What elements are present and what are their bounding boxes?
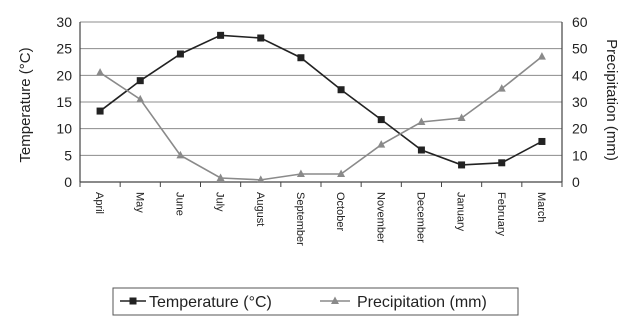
- legend-label: Precipitation (mm): [357, 294, 487, 311]
- precipitation-point: [537, 52, 546, 60]
- temperature-point: [538, 137, 546, 145]
- x-tick-label: May: [133, 192, 145, 213]
- x-tick-label: December: [415, 192, 427, 243]
- plot-series: [96, 31, 546, 183]
- precipitation-point: [176, 150, 185, 159]
- y-tick-label: 0: [64, 174, 72, 190]
- x-tick-label: August: [254, 192, 266, 226]
- y2-tick-label: 10: [572, 147, 588, 163]
- x-tick-label: June: [174, 192, 186, 216]
- gridlines: [80, 21, 562, 183]
- y2-tick-label: 0: [572, 174, 580, 190]
- precipitation-series: [96, 52, 546, 183]
- legend-marker: [331, 296, 339, 304]
- temperature-point: [377, 116, 385, 124]
- precipitation-point: [216, 173, 225, 181]
- precipitation-point: [96, 68, 105, 76]
- temperature-point: [417, 146, 425, 154]
- x-tick-label: September: [294, 192, 306, 246]
- temperature-point: [337, 86, 345, 94]
- y-tick-label: 30: [56, 14, 72, 30]
- precipitation-point: [136, 94, 145, 103]
- legend-marker: [129, 297, 137, 305]
- x-tick-label: April: [93, 192, 105, 214]
- y2-tick-label: 60: [572, 14, 588, 30]
- y-tick-label: 25: [56, 41, 72, 57]
- legend-label: Temperature (°C): [149, 294, 272, 311]
- x-tick-label: January: [455, 192, 467, 232]
- axes: 0 5 10 15 20 25 30 0 10 20 30 40 50 60 April May June Jul…: [56, 14, 587, 246]
- y2-tick-label: 50: [572, 41, 588, 57]
- y2-axis-title: Precipitation (mm): [603, 39, 620, 161]
- temperature-point: [498, 159, 506, 167]
- temperature-series: [96, 31, 546, 169]
- temperature-point: [96, 107, 104, 115]
- x-tick-label: November: [374, 192, 386, 243]
- legend-item-precipitation: Precipitation (mm): [320, 294, 487, 311]
- y-axis-title: Temperature (°C): [17, 47, 34, 162]
- y2-tick-label: 40: [572, 67, 588, 83]
- precipitation-point: [377, 140, 386, 148]
- legend: Temperature (°C) Precipitation (mm): [112, 287, 519, 316]
- legend-item-temperature: Temperature (°C): [120, 294, 272, 311]
- temperature-point: [297, 54, 305, 62]
- precipitation-point: [457, 113, 466, 121]
- x-tick-label: February: [495, 192, 507, 237]
- precipitation-point: [256, 175, 265, 183]
- temperature-line: [99, 34, 543, 166]
- precipitation-point: [417, 117, 426, 125]
- x-tick-label: October: [334, 192, 346, 231]
- temperature-point: [217, 31, 225, 39]
- precipitation-line: [99, 56, 543, 181]
- y2-tick-label: 30: [572, 94, 588, 110]
- x-tick-label: July: [214, 192, 226, 212]
- temperature-point: [136, 77, 144, 85]
- y-tick-label: 20: [56, 67, 72, 83]
- x-tick-label: March: [535, 192, 547, 223]
- legend-box: [112, 287, 519, 316]
- precipitation-point: [296, 169, 305, 177]
- precipitation-point: [497, 84, 506, 92]
- y-tick-label: 5: [64, 147, 72, 163]
- y-tick-label: 10: [56, 121, 72, 137]
- precipitation-point: [337, 169, 346, 177]
- temperature-point: [257, 34, 265, 42]
- y-tick-label: 15: [56, 94, 72, 110]
- temperature-point: [458, 161, 466, 169]
- y2-tick-label: 20: [572, 121, 588, 137]
- temperature-point: [176, 50, 184, 58]
